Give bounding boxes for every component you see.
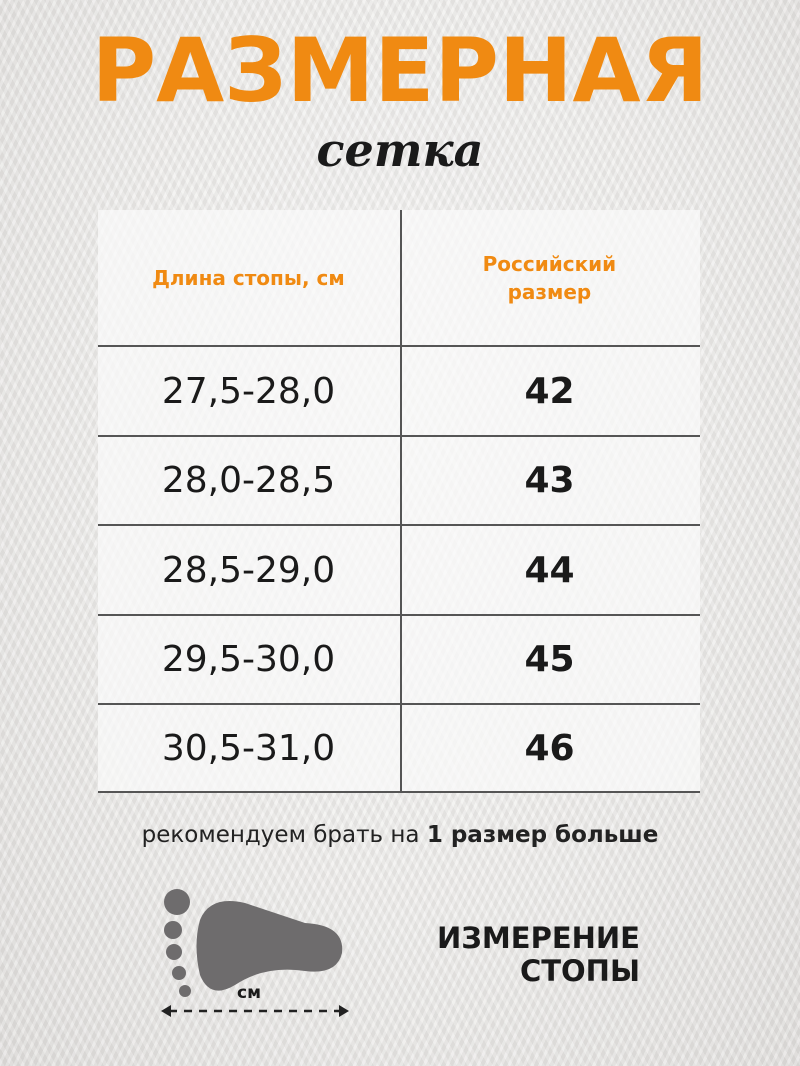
table-row: 30,5-31,0 46 [98,703,700,793]
size: 45 [524,639,575,680]
size: 46 [524,727,575,769]
table-row: 28,0-28,5 43 [98,435,700,524]
page-title: РАЗМЕРНАЯ [91,19,709,122]
measure-label: ИЗМЕРЕНИЕ СТОПЫ [400,922,640,988]
recommendation-note: рекомендуем брать на 1 размер больше [0,822,800,848]
unit-label: см [237,983,261,1003]
table-row: 27,5-28,0 42 [98,345,700,435]
size: 44 [524,549,575,591]
foot-length: 27,5-28,0 [161,370,336,412]
table-row: 29,5-30,0 45 [98,614,700,703]
foot-length: 28,5-29,0 [161,549,336,591]
table-row: 28,5-29,0 44 [98,524,700,614]
size-table: Длина стопы, см Российский размер 27,5-2… [98,210,700,793]
note-text: рекомендуем брать на [141,822,427,848]
header-foot-length: Длина стопы, см [152,265,345,290]
size: 43 [524,460,575,501]
note-bold: 1 размер больше [426,822,659,848]
measure-line-1: ИЗМЕРЕНИЕ [437,921,640,955]
page-subtitle: сетка [316,123,484,177]
foot-length: 29,5-30,0 [161,639,336,680]
size: 42 [524,370,575,412]
table-header: Длина стопы, см Российский размер [98,210,700,345]
foot-length: 28,0-28,5 [161,460,336,501]
column-divider [400,210,402,793]
foot-length: 30,5-31,0 [161,727,336,769]
measure-line-2: СТОПЫ [519,954,640,988]
foot-icon: см [155,885,355,1029]
header-russian-size: Российский размер [482,251,617,304]
